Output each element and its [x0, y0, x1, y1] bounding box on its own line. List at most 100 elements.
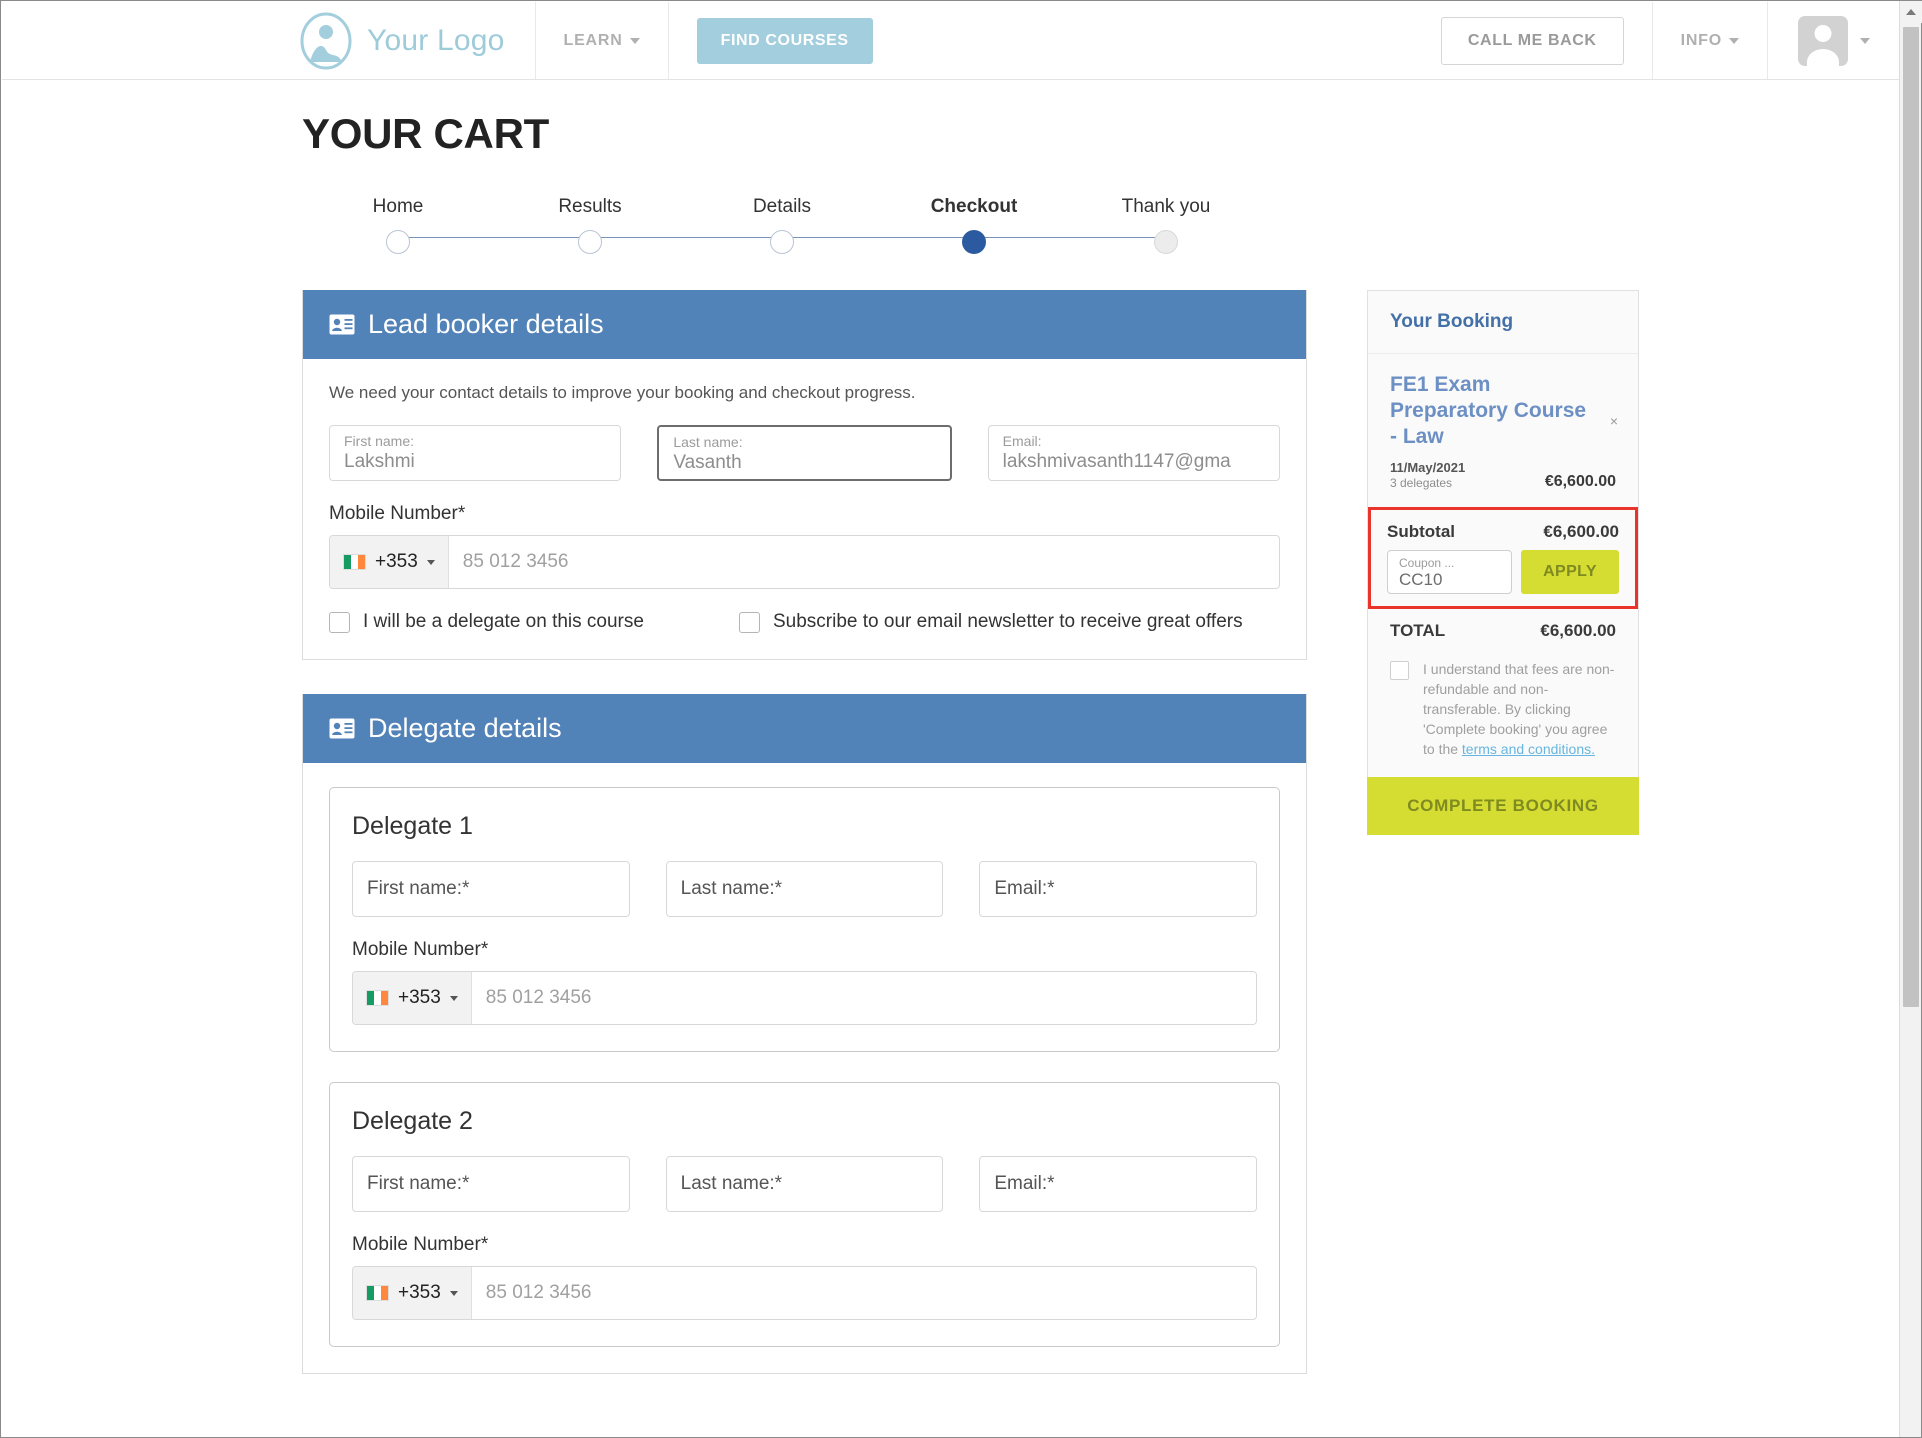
- booking-course-date: 11/May/2021: [1390, 460, 1466, 475]
- nav-info-label: INFO: [1681, 32, 1739, 50]
- header-spacer: [901, 2, 1413, 79]
- delegate-2-first-name-field[interactable]: First name:*: [352, 1156, 630, 1212]
- delegate-1-last-name-field[interactable]: Last name:*: [665, 861, 944, 917]
- lead-phone-input[interactable]: 85 012 3456: [462, 551, 569, 572]
- booking-item-dates: 11/May/2021 3 delegates: [1390, 460, 1465, 491]
- delegate-card-1: Delegate 1 First name:* Last name:* Emai…: [329, 787, 1280, 1052]
- nav-learn-text: LEARN: [563, 31, 623, 49]
- total-value: €6,600.00: [1540, 621, 1616, 640]
- checkbox-i-am-delegate[interactable]: I will be a delegate on this course: [329, 611, 739, 633]
- chevron-down-icon: [629, 37, 640, 44]
- step-thank-you[interactable]: Thank you: [1070, 196, 1262, 254]
- ireland-flag-icon: [366, 1285, 389, 1301]
- brand-text: Your Logo: [367, 23, 505, 57]
- delegate-2-phone-group: +353 85 012 3456: [352, 1266, 1257, 1320]
- delegate-card-2: Delegate 2 First name:* Last name:* Emai…: [329, 1082, 1280, 1347]
- call-me-back-button[interactable]: CALL ME BACK: [1440, 16, 1624, 65]
- step-results-label: Results: [558, 196, 622, 217]
- booking-line-item: FE1 Exam Preparatory Course - Law × 11/M…: [1368, 354, 1638, 503]
- terms-row: I understand that fees are non-refundabl…: [1368, 653, 1638, 777]
- step-home[interactable]: Home: [302, 196, 494, 254]
- chevron-down-icon: [449, 995, 458, 1001]
- nav-learn[interactable]: LEARN: [536, 2, 669, 79]
- chevron-down-icon: [1729, 37, 1739, 44]
- delegate-2-country-code-select[interactable]: +353: [353, 1267, 472, 1319]
- lead-booker-name-row: First name: Lakshmi Last name: Vasanth E…: [329, 425, 1280, 481]
- terms-and-conditions-link[interactable]: terms and conditions.: [1461, 741, 1595, 757]
- delegate-2-phone-input[interactable]: 85 012 3456: [485, 1282, 592, 1303]
- delegate-1-name-row: First name:* Last name:* Email:*: [352, 861, 1258, 917]
- account-menu[interactable]: [1768, 2, 1900, 79]
- delegate-1-first-name-placeholder: First name:*: [367, 878, 470, 899]
- delegate-1-title: Delegate 1: [352, 812, 473, 840]
- step-thank-you-dot: [1154, 230, 1178, 254]
- vertical-scrollbar[interactable]: [1899, 1, 1922, 1437]
- scroll-up-button[interactable]: [1900, 1, 1922, 23]
- id-card-icon: [329, 718, 355, 739]
- step-details-dot: [770, 230, 794, 254]
- delegate-1-country-code: +353: [398, 987, 441, 1008]
- booking-course-price: €6,600.00: [1544, 473, 1616, 490]
- terms-body: I understand that fees are non-refundabl…: [1423, 661, 1615, 757]
- lead-country-code-select[interactable]: +353: [330, 536, 449, 588]
- delegate-1-phone-input[interactable]: 85 012 3456: [485, 987, 592, 1008]
- scrollbar-thumb[interactable]: [1903, 27, 1919, 1007]
- checkbox-newsletter[interactable]: Subscribe to our email newsletter to rec…: [739, 611, 1243, 633]
- delegate-2-title: Delegate 2: [352, 1107, 473, 1135]
- lead-last-name-field[interactable]: Last name: Vasanth: [657, 425, 952, 481]
- booking-item-meta: 11/May/2021 3 delegates €6,600.00: [1390, 460, 1616, 491]
- triangle-up-icon: [1906, 9, 1916, 15]
- complete-booking-button[interactable]: COMPLETE BOOKING: [1367, 777, 1639, 835]
- coupon-controls: Coupon ... CC10 APPLY: [1387, 550, 1619, 594]
- checkout-forms-column: Lead booker details We need your contact…: [302, 290, 1307, 1408]
- remove-item-icon[interactable]: ×: [1609, 413, 1618, 429]
- delegate-1-first-name-field[interactable]: First name:*: [352, 861, 630, 917]
- lead-first-name-field[interactable]: First name: Lakshmi: [329, 425, 622, 481]
- subtotal-value: €6,600.00: [1543, 522, 1619, 541]
- ireland-flag-icon: [366, 990, 389, 1006]
- lead-email-field[interactable]: Email: lakshmivasanth1147@gma: [987, 425, 1280, 481]
- total-row: TOTAL €6,600.00: [1368, 609, 1638, 653]
- delegate-2-email-field[interactable]: Email:*: [979, 1156, 1258, 1212]
- checkbox-box: [739, 611, 760, 633]
- delegate-2-email-placeholder: Email:*: [994, 1173, 1055, 1194]
- lead-booker-note: We need your contact details to improve …: [329, 383, 916, 402]
- delegate-2-country-code: +353: [398, 1282, 441, 1303]
- step-home-dot: [386, 230, 410, 254]
- delegate-2-first-name-placeholder: First name:*: [367, 1173, 470, 1194]
- checkout-content: Lead booker details We need your contact…: [302, 290, 1682, 1408]
- delegate-details-body: Delegate 1 First name:* Last name:* Emai…: [303, 763, 1306, 1373]
- lead-booker-header: Lead booker details: [303, 290, 1306, 359]
- booking-summary-card: Your Booking FE1 Exam Preparatory Course…: [1367, 290, 1639, 835]
- stepper-steps: Home Results Details Checkout Thank you: [302, 196, 1262, 254]
- terms-checkbox[interactable]: [1390, 661, 1409, 680]
- delegate-1-phone-group: +353 85 012 3456: [352, 971, 1257, 1025]
- apply-coupon-button[interactable]: APPLY: [1521, 550, 1619, 594]
- brand-logo[interactable]: Your Logo: [2, 2, 536, 79]
- coupon-input[interactable]: Coupon ... CC10: [1387, 550, 1512, 594]
- step-results-dot: [578, 230, 602, 254]
- step-thank-you-label: Thank you: [1121, 196, 1211, 217]
- checkbox-box: [329, 611, 350, 633]
- step-details[interactable]: Details: [686, 196, 878, 254]
- nav-info[interactable]: INFO: [1653, 2, 1768, 79]
- lead-phone-group: +353 85 012 3456: [329, 535, 1280, 589]
- delegate-2-last-name-field[interactable]: Last name:*: [665, 1156, 944, 1212]
- booking-summary-column: Your Booking FE1 Exam Preparatory Course…: [1367, 290, 1639, 835]
- step-checkout[interactable]: Checkout: [878, 196, 1070, 254]
- lead-last-name-label: Last name:: [673, 434, 743, 450]
- subtotal-label: Subtotal: [1387, 522, 1455, 541]
- lead-first-name-value: Lakshmi: [344, 451, 415, 472]
- step-details-label: Details: [752, 196, 812, 217]
- delegate-2-last-name-placeholder: Last name:*: [680, 1173, 783, 1194]
- lead-first-name-label: First name:: [344, 433, 415, 449]
- delegate-1-country-code-select[interactable]: +353: [353, 972, 472, 1024]
- delegate-1-email-field[interactable]: Email:*: [979, 861, 1258, 917]
- find-courses-button[interactable]: FIND COURSES: [696, 17, 873, 64]
- delegate-2-name-row: First name:* Last name:* Email:*: [352, 1156, 1258, 1212]
- step-checkout-label: Checkout: [930, 196, 1018, 217]
- step-results[interactable]: Results: [494, 196, 686, 254]
- checkout-stepper: Home Results Details Checkout Thank you: [2, 196, 1332, 254]
- page-content: YOUR CART Home Results Details Ch: [2, 80, 1900, 1408]
